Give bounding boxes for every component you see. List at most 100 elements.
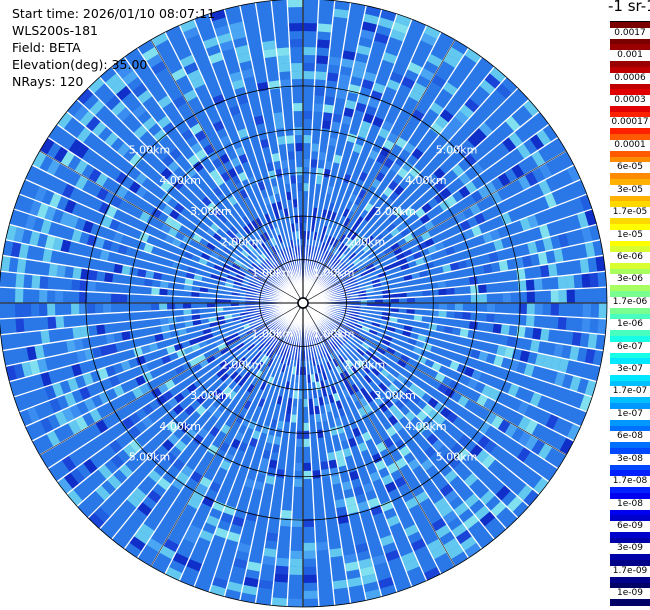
range-gate-cell [67,419,82,435]
range-gate-cell [237,377,247,388]
range-gate-cell [342,208,351,218]
range-gate-cell [290,71,303,80]
range-gate-cell [311,462,321,471]
range-gate-cell [127,377,140,391]
range-gate-cell [584,379,597,397]
range-gate-cell [259,381,268,391]
range-gate-cell [423,566,441,581]
range-gate-cell [44,384,57,401]
range-gate-cell [211,93,226,106]
range-gate-cell [159,280,169,289]
range-gate-cell [463,228,475,240]
range-gate-cell [386,514,401,528]
range-gate-cell [277,55,291,65]
range-gate-cell [96,187,109,202]
range-gate-cell [163,538,180,553]
range-gate-cell [71,278,81,292]
range-gate-cell [79,110,95,127]
range-gate-cell [195,404,207,416]
colorbar-tick-label: 1e-06 [610,319,650,331]
range-gate-cell [71,303,80,316]
range-gate-cell [190,76,206,90]
range-gate-cell [243,478,256,489]
range-gate-cell [201,495,216,508]
range-gate-cell [400,551,417,565]
range-gate-cell [449,261,460,272]
range-gate-cell [303,590,319,599]
range-gate-cell [343,379,351,389]
range-gate-cell [273,436,282,446]
range-gate-cell [249,356,258,366]
range-gate-cell [212,120,225,132]
range-gate-cell [287,159,296,168]
range-gate-cell [102,176,116,191]
range-gate-cell [477,420,491,435]
range-gate-cell [172,552,190,567]
range-gate-cell [483,439,498,454]
range-gate-cell [198,529,215,542]
range-gate-cell [99,249,110,262]
range-gate-cell [219,134,232,147]
range-gate-cell [182,566,200,580]
range-gate-cell [443,325,454,335]
range-gate-cell [206,201,218,213]
range-gate-cell [265,434,275,444]
range-gate-cell [271,152,281,163]
range-gate-cell [287,151,296,160]
range-gate-cell [167,464,181,478]
ray-line [308,208,593,302]
range-gate-cell [517,484,533,502]
range-gate-cell [459,219,472,232]
range-gate-cell [437,280,447,289]
range-gate-cell [470,162,485,176]
range-gate-cell [146,489,162,504]
range-gate-cell [439,108,454,123]
ray-line [254,308,303,604]
range-gate-cell [490,191,503,205]
range-gate-cell [183,89,198,103]
range-gate-cell [40,329,51,345]
range-gate-cell [29,199,42,217]
range-gate-cell [167,60,184,75]
range-gate-cell [292,199,298,208]
range-gate-cell [438,128,453,143]
range-gate-cell [384,549,401,562]
range-gate-cell [263,365,271,375]
range-gate-cell [342,388,351,398]
range-gate-cell [352,340,362,349]
range-gate-cell [343,217,351,227]
range-gate-cell [202,36,219,50]
range-gate-cell [453,501,470,517]
ray-line [308,239,601,303]
range-gate-cell [182,26,200,40]
ray-line [47,136,299,301]
range-gate-cell [183,314,193,322]
range-gate-cell [295,430,303,439]
range-gate-cell [462,311,471,321]
range-gate-cell [277,234,284,244]
range-gate-cell [276,47,290,57]
range-gate-cell [213,264,223,272]
range-gate-cell [486,303,495,313]
ray-line [193,18,302,298]
range-gate-cell [289,558,303,567]
range-gate-cell [219,512,234,524]
range-ring-label: 5.00km [436,451,478,464]
range-ring-label: 1.00km [252,266,294,279]
range-gate-cell [112,231,124,244]
range-gate-cell [36,202,50,219]
range-gate-cell [395,252,406,261]
ray-line [308,304,581,428]
range-gate-cell [151,279,161,288]
range-gate-cell [455,251,466,262]
ray-line [308,193,588,302]
range-gate-cell [280,363,287,373]
range-gate-cell [518,303,527,315]
ray-line [254,2,303,298]
ray-line [0,302,298,320]
range-gate-cell [15,272,25,289]
range-gate-cell [195,483,209,496]
range-gate-cell [216,32,233,45]
ray-line [123,56,300,299]
range-gate-cell [324,160,333,170]
